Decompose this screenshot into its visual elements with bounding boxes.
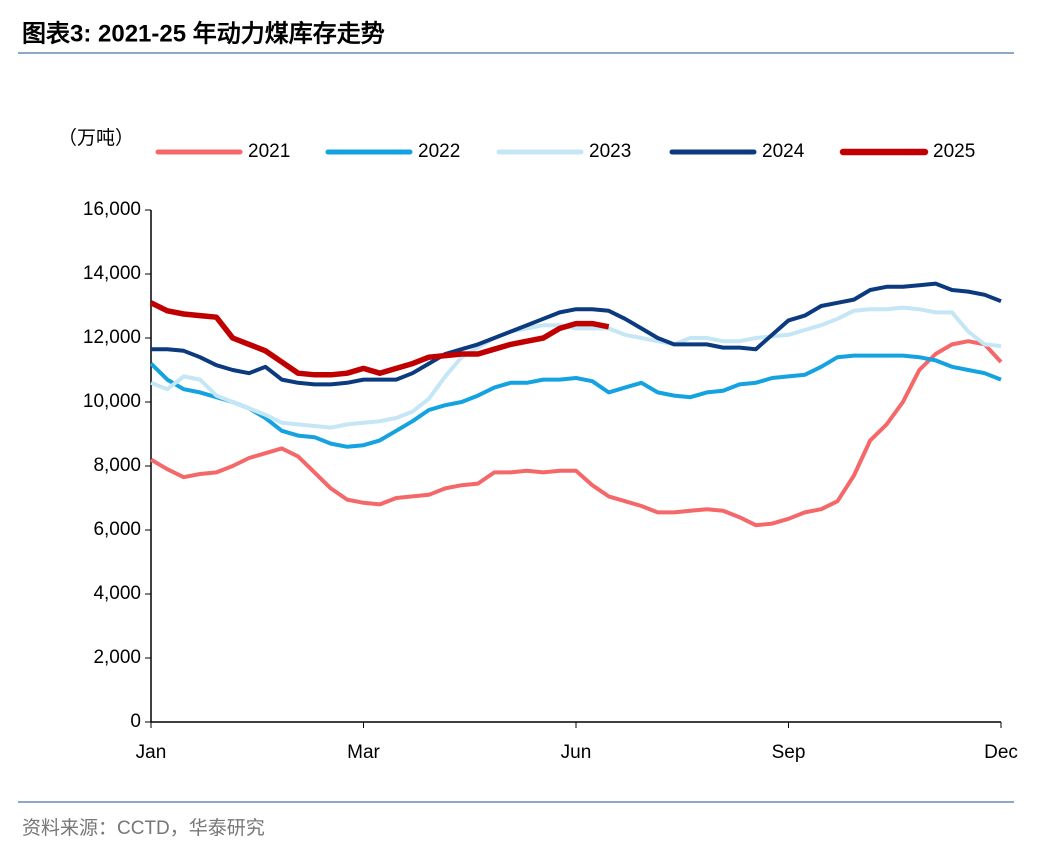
source: 资料来源：CCTD，华泰研究 [22, 817, 265, 839]
series-line [150, 305, 1002, 430]
y-tick-label: 2,000 [93, 647, 141, 668]
x-tick-label: Dec [984, 742, 1018, 763]
x-tick-label: Jun [561, 742, 592, 763]
series-line [149, 339, 1003, 528]
legend-label: 2023 [589, 141, 631, 162]
y-unit: （万吨） [58, 127, 134, 149]
y-tick-label: 14,000 [83, 263, 141, 284]
series-line [149, 353, 1002, 449]
y-tick-label: 4,000 [93, 583, 141, 604]
x-tick-label: Mar [347, 742, 380, 763]
x-tick-label: Jan [136, 742, 167, 763]
legend-label: 2021 [248, 141, 290, 162]
series-line [149, 300, 610, 378]
legend-label: 2022 [418, 141, 460, 162]
series-line [151, 281, 1002, 387]
y-tick-label: 16,000 [83, 199, 141, 220]
y-tick-label: 12,000 [83, 327, 141, 348]
y-tick-label: 0 [130, 711, 141, 732]
chart-title: 图表3: 2021-25 年动力煤库存走势 [22, 19, 385, 47]
y-tick-label: 8,000 [93, 455, 141, 476]
legend-label: 2025 [933, 141, 975, 162]
y-tick-label: 6,000 [93, 519, 141, 540]
y-tick-label: 10,000 [83, 391, 141, 412]
legend-label: 2024 [762, 141, 805, 162]
x-tick-label: Sep [772, 742, 806, 763]
